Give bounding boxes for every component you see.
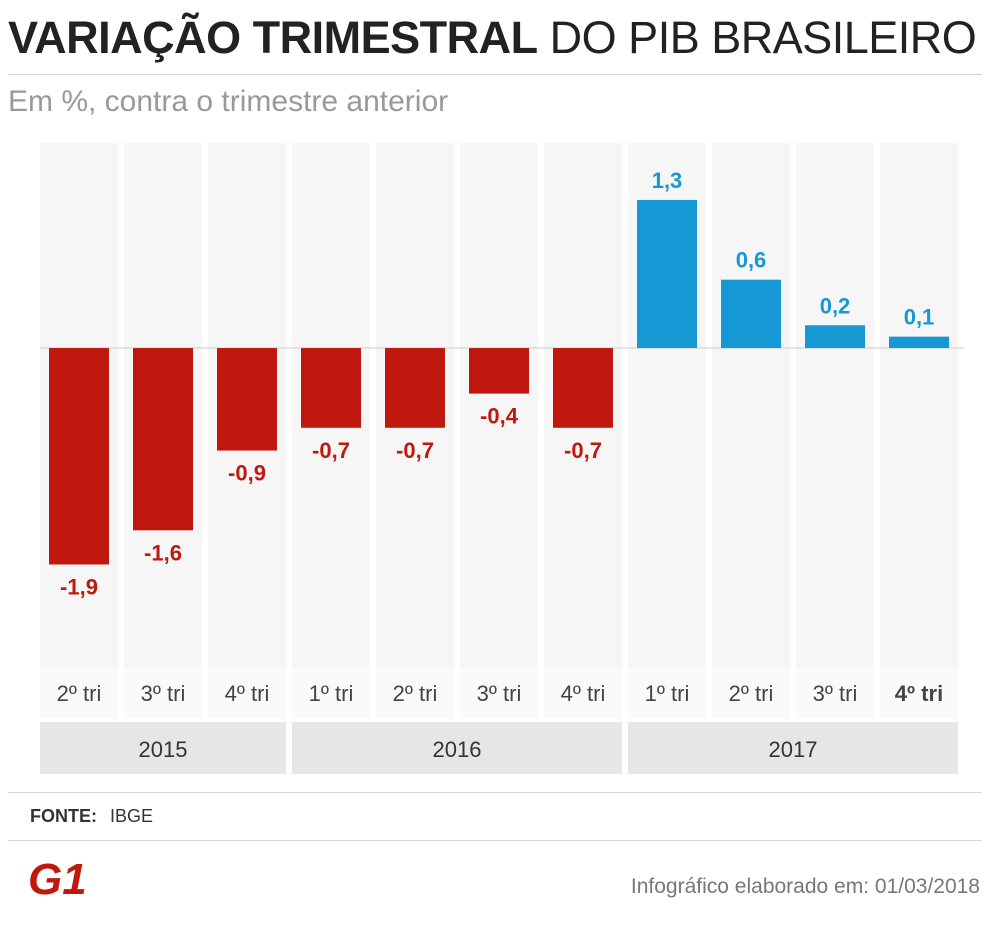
- year-label: 2016: [433, 737, 482, 762]
- bar-value-label: 1,3: [652, 168, 683, 193]
- category-label: 1º tri: [309, 681, 354, 706]
- bar: [49, 348, 109, 565]
- bar: [805, 325, 865, 349]
- bar-value-label: 0,2: [820, 293, 851, 318]
- bar: [385, 348, 445, 428]
- category-label: 3º tri: [141, 681, 186, 706]
- category-label-background: [880, 667, 958, 719]
- bar: [217, 348, 277, 451]
- category-label-background: [796, 667, 874, 719]
- bar: [889, 336, 949, 349]
- logo-text: G1: [28, 856, 87, 900]
- source-divider-top: [8, 792, 982, 793]
- category-label-background: [712, 667, 790, 719]
- bar-value-label: 0,6: [736, 248, 767, 273]
- title-bold: VARIAÇÃO TRIMESTRAL: [8, 12, 538, 63]
- bar-value-label: -1,9: [60, 574, 98, 599]
- bar-value-label: -0,7: [396, 438, 434, 463]
- category-label: 4º tri: [225, 681, 270, 706]
- year-group-background: [40, 722, 286, 774]
- source-value: IBGE: [110, 806, 154, 826]
- bar: [133, 348, 193, 531]
- category-label: 3º tri: [813, 681, 858, 706]
- category-label-background: [40, 667, 118, 719]
- chart-subtitle: Em %, contra o trimestre anterior: [8, 85, 449, 118]
- chart-title: VARIAÇÃO TRIMESTRAL DO PIB BRASILEIRO: [8, 8, 977, 68]
- bar-value-label: 0,1: [904, 305, 935, 330]
- column-background: [460, 143, 538, 667]
- category-label: 3º tri: [477, 681, 522, 706]
- column-background: [880, 143, 958, 667]
- category-label-background: [208, 667, 286, 719]
- bar-value-label: -0,4: [480, 404, 519, 429]
- category-label: 2º tri: [57, 681, 102, 706]
- bar-value-label: -0,7: [312, 438, 350, 463]
- category-label-background: [376, 667, 454, 719]
- source-note: FONTE: IBGE: [30, 806, 153, 827]
- source-divider-bottom: [8, 840, 982, 841]
- g1-logo: G1: [28, 855, 116, 905]
- category-label: 4º tri: [895, 681, 943, 706]
- bar: [301, 348, 361, 428]
- credit-note: Infográfico elaborado em: 01/03/2018: [630, 875, 980, 898]
- year-label: 2015: [139, 737, 188, 762]
- year-group-background: [628, 722, 958, 774]
- year-label: 2017: [769, 737, 818, 762]
- bar: [721, 279, 781, 349]
- category-label-background: [292, 667, 370, 719]
- category-label: 4º tri: [561, 681, 606, 706]
- category-label-background: [460, 667, 538, 719]
- category-label: 1º tri: [645, 681, 690, 706]
- bar-value-label: -1,6: [144, 540, 182, 565]
- title-divider: [8, 74, 982, 75]
- source-label: FONTE:: [30, 806, 97, 826]
- category-label: 2º tri: [393, 681, 438, 706]
- category-label-background: [544, 667, 622, 719]
- bar-value-label: -0,9: [228, 461, 266, 486]
- bar: [637, 199, 697, 349]
- column-background: [712, 143, 790, 667]
- bar: [553, 348, 613, 428]
- bar: [469, 348, 529, 394]
- title-light: DO PIB BRASILEIRO: [549, 12, 977, 63]
- bar-value-label: -0,7: [564, 438, 602, 463]
- category-label: 2º tri: [729, 681, 774, 706]
- category-label-background: [628, 667, 706, 719]
- year-group-background: [292, 722, 622, 774]
- bar-chart: -1,9 2º tri -1,6 3º tri -0,9 4º tri -0,7 1º tri…: [40, 143, 964, 774]
- category-label-background: [124, 667, 202, 719]
- column-background: [796, 143, 874, 667]
